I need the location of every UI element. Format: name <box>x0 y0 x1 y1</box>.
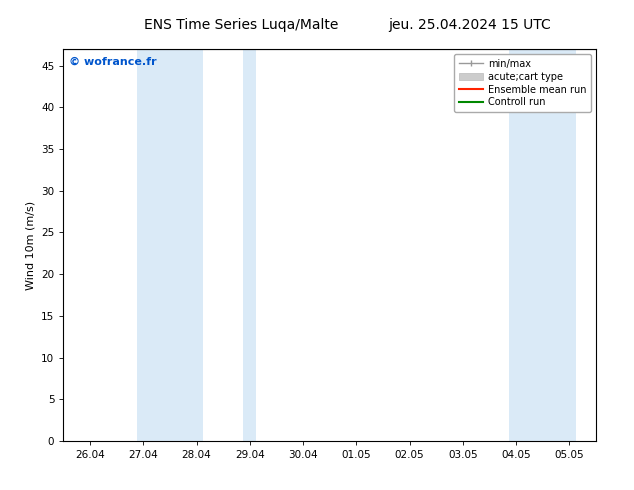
Legend: min/max, acute;cart type, Ensemble mean run, Controll run: min/max, acute;cart type, Ensemble mean … <box>454 54 591 112</box>
Y-axis label: Wind 10m (m/s): Wind 10m (m/s) <box>25 200 36 290</box>
Bar <box>137 49 203 441</box>
Bar <box>510 49 576 441</box>
Text: ENS Time Series Luqa/Malte: ENS Time Series Luqa/Malte <box>144 18 338 32</box>
Text: © wofrance.fr: © wofrance.fr <box>68 57 157 67</box>
Bar <box>243 49 256 441</box>
Text: jeu. 25.04.2024 15 UTC: jeu. 25.04.2024 15 UTC <box>388 18 550 32</box>
